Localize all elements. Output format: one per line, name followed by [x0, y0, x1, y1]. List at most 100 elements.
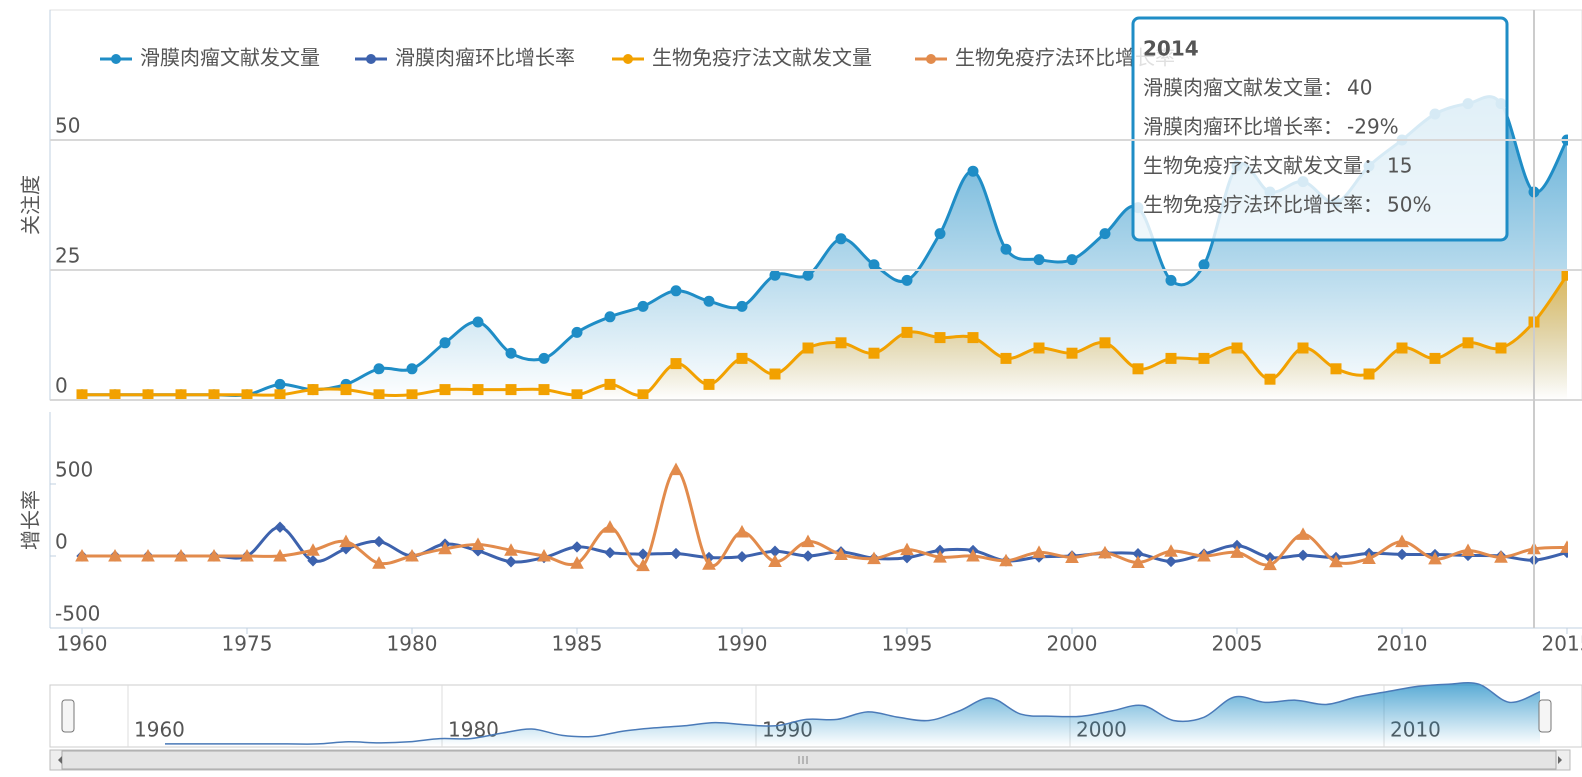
x-tick-label: 2015 [1542, 632, 1582, 656]
marker [175, 389, 187, 401]
tooltip-box [1131, 16, 1509, 242]
marker [1428, 551, 1442, 565]
marker [867, 551, 881, 565]
tooltip-value: 15 [1387, 154, 1412, 178]
marker [208, 389, 220, 401]
tooltip-label: 生物免疫疗法文献发文量： [1143, 154, 1383, 178]
marker [703, 378, 715, 390]
marker [967, 165, 979, 177]
marker [735, 524, 749, 538]
marker [538, 352, 550, 364]
marker [571, 326, 583, 338]
marker [108, 548, 122, 562]
marker [1231, 342, 1243, 354]
marker [637, 300, 649, 312]
scroll-grip [798, 756, 808, 764]
navigator-handle [1538, 699, 1552, 733]
marker [1032, 545, 1046, 558]
legend-marker [926, 54, 936, 64]
navigator-handle [61, 699, 75, 733]
marker [504, 543, 518, 556]
marker [736, 352, 748, 364]
marker [1396, 342, 1408, 354]
marker [768, 554, 782, 567]
marker [340, 384, 352, 396]
marker [1198, 352, 1210, 364]
marker [75, 548, 89, 562]
marker [1494, 550, 1508, 563]
marker [1363, 368, 1375, 380]
marker [406, 363, 418, 375]
marker [769, 269, 781, 281]
marker [1560, 540, 1568, 553]
marker [1165, 555, 1177, 568]
tooltip-value: -29% [1347, 115, 1399, 139]
tooltip-title: 2014 [1143, 37, 1199, 61]
x-tick-label: 1985 [552, 632, 603, 656]
marker [802, 269, 814, 281]
navigator: 19601980199020002010 [49, 682, 1582, 771]
marker [1495, 342, 1507, 354]
marker [307, 555, 319, 567]
marker [372, 556, 386, 569]
marker [307, 384, 319, 396]
marker [834, 547, 848, 561]
marker [1099, 228, 1111, 240]
area [82, 275, 1567, 400]
marker [703, 295, 715, 307]
legend-marker [366, 54, 376, 64]
marker [471, 537, 485, 550]
y2-tick-label: 0 [55, 530, 68, 554]
marker [306, 543, 320, 556]
marker [537, 548, 551, 562]
marker [769, 368, 781, 380]
marker [1264, 373, 1276, 385]
legend-marker [111, 54, 121, 64]
y-tick-label: 50 [55, 114, 80, 138]
marker [901, 274, 913, 286]
marker [967, 332, 979, 344]
marker [1000, 243, 1012, 255]
tooltip-label: 生物免疫疗法环比增长率： [1143, 193, 1383, 217]
x-tick-label: 2000 [1047, 632, 1098, 656]
marker [142, 389, 154, 401]
marker [669, 462, 683, 476]
y2-tick-label: 500 [55, 458, 93, 482]
marker [174, 548, 188, 562]
marker [1462, 337, 1474, 349]
marker [273, 548, 287, 562]
marker [505, 347, 517, 359]
marker [604, 546, 616, 559]
marker [373, 389, 385, 401]
marker [406, 389, 418, 401]
marker [1329, 554, 1343, 568]
marker [274, 378, 286, 390]
tooltip-label: 滑膜肉瘤环比增长率： [1143, 115, 1343, 139]
marker [570, 556, 584, 569]
marker [1065, 550, 1079, 563]
line [82, 525, 1568, 564]
marker [1362, 551, 1376, 564]
marker [1297, 342, 1309, 354]
legend-label: 滑膜肉瘤环比增长率 [395, 46, 575, 70]
marker [670, 547, 682, 560]
legend-marker [623, 54, 633, 64]
marker [901, 326, 913, 338]
navigator-line [165, 682, 1541, 745]
x-tick-label: 1975 [222, 632, 273, 656]
y2-tick-label: -500 [55, 602, 100, 626]
marker [736, 300, 748, 312]
marker [1000, 352, 1012, 364]
marker [736, 551, 748, 563]
tooltip-value: 40 [1347, 76, 1372, 100]
x-tick-label: 2010 [1377, 632, 1428, 656]
marker [1165, 352, 1177, 364]
y-tick-label: 0 [55, 374, 68, 398]
marker [1230, 545, 1244, 558]
marker [1131, 555, 1145, 568]
marker [373, 535, 385, 548]
marker [1395, 534, 1409, 548]
scrollbar-thumb[interactable] [61, 750, 1557, 770]
marker [604, 378, 616, 390]
legend-label: 生物免疫疗法文献发文量 [652, 46, 872, 70]
